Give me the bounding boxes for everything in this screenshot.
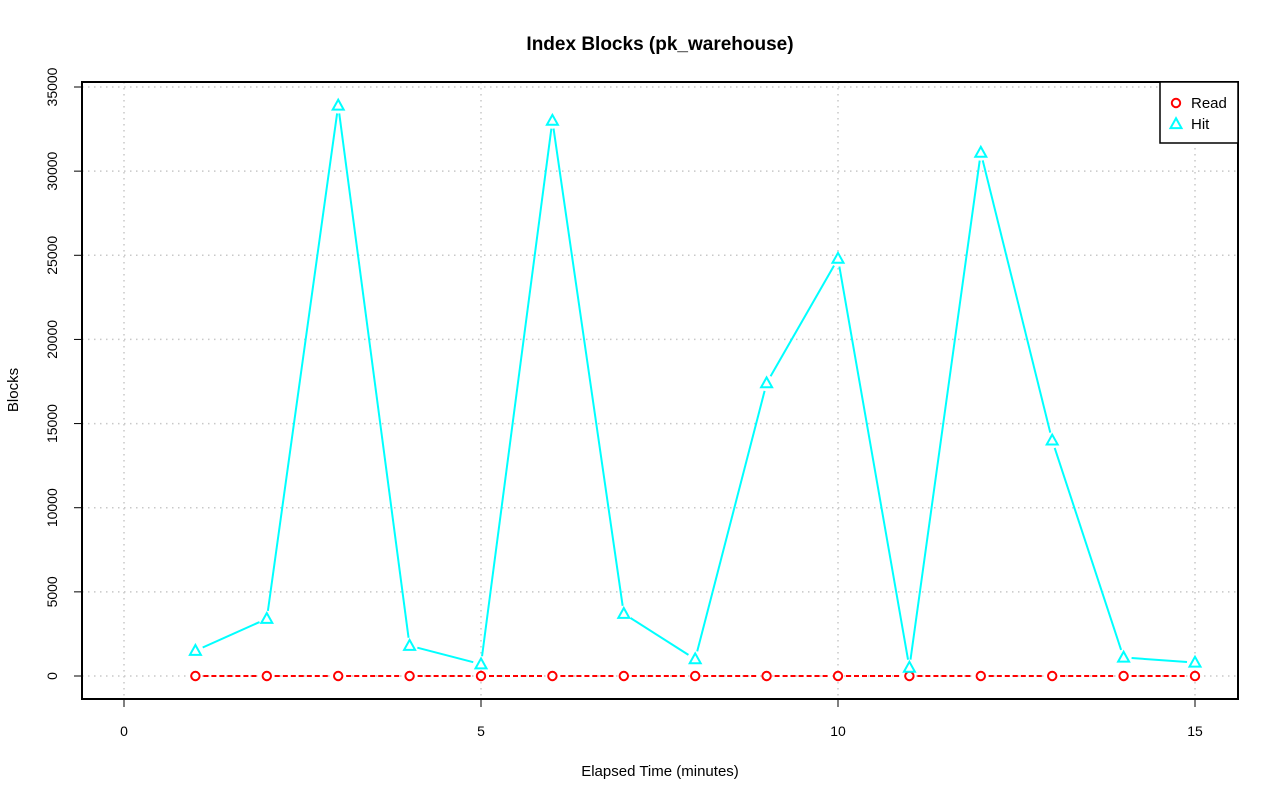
series-hit: [188, 97, 1203, 673]
axes: 0 5 10 15 0 5000 10000 15000 20000 25000 30000 3500…: [44, 67, 1203, 739]
data-point: [333, 670, 344, 682]
legend-marker-read: [1170, 97, 1182, 109]
legend-box: [1159, 81, 1239, 144]
data-point: [973, 144, 988, 158]
data-point: [1187, 654, 1203, 668]
data-point: [547, 670, 558, 682]
data-point: [402, 637, 417, 651]
data-point: [1116, 649, 1131, 663]
data-point: [904, 670, 915, 682]
data-point: [688, 651, 703, 665]
data-point: [618, 670, 629, 682]
legend: Read Hit: [1159, 81, 1239, 144]
x-tick-label: 0: [120, 723, 128, 739]
series-line-segment: [552, 128, 624, 606]
series-line-segment: [769, 265, 835, 377]
data-point: [1118, 670, 1129, 682]
legend-label-hit: Hit: [1191, 116, 1210, 133]
data-point: [261, 670, 272, 682]
data-point: [545, 112, 560, 126]
series-line-segment: [1053, 447, 1123, 651]
legend-marker-hit: [1168, 116, 1184, 130]
series-line-segment: [981, 160, 1052, 433]
series-line-segment: [481, 128, 553, 657]
x-axis-label: Elapsed Time (minutes): [581, 763, 739, 780]
data-point: [188, 642, 203, 656]
y-tick-label: 5000: [44, 576, 60, 607]
x-tick-label: 10: [830, 723, 846, 739]
data-series: [188, 97, 1203, 682]
series-line-segment: [417, 646, 474, 664]
data-point: [616, 605, 631, 619]
y-tick-label: 30000: [44, 151, 60, 190]
series-line-segment: [696, 390, 766, 652]
legend-label-read: Read: [1191, 95, 1227, 112]
data-point: [690, 670, 701, 682]
y-tick-label: 15000: [44, 404, 60, 443]
data-point: [830, 250, 846, 264]
series-line-segment: [630, 617, 689, 656]
data-point: [1189, 670, 1201, 682]
data-point: [832, 670, 844, 682]
y-tick-label: 35000: [44, 67, 60, 106]
data-point: [259, 610, 274, 624]
data-point: [761, 670, 772, 682]
series-line-segment: [838, 266, 910, 660]
y-tick-label: 10000: [44, 488, 60, 527]
data-point: [331, 97, 346, 111]
plot-frame: [81, 81, 1239, 700]
data-point: [1045, 432, 1060, 446]
chart-title: Index Blocks (pk_warehouse): [526, 34, 793, 55]
series-line-segment: [266, 113, 339, 611]
data-point: [975, 670, 986, 682]
series-line-segment: [1131, 657, 1188, 663]
data-point: [759, 375, 774, 389]
y-tick-label: 0: [44, 672, 60, 680]
y-tick-label: 20000: [44, 320, 60, 359]
x-tick-label: 15: [1187, 723, 1203, 739]
series-line-segment: [338, 113, 410, 638]
data-point: [1047, 670, 1058, 682]
data-point: [902, 659, 917, 673]
data-point: [473, 656, 489, 670]
y-tick-label: 25000: [44, 236, 60, 275]
x-tick-label: 5: [477, 723, 485, 739]
series-line-segment: [202, 621, 260, 649]
data-point: [475, 670, 487, 682]
grid-lines: [82, 82, 1238, 699]
y-axis-label: Blocks: [5, 368, 22, 412]
series-line-segment: [909, 160, 981, 660]
series-read: [190, 670, 1201, 682]
data-point: [190, 670, 201, 682]
data-point: [404, 670, 415, 682]
